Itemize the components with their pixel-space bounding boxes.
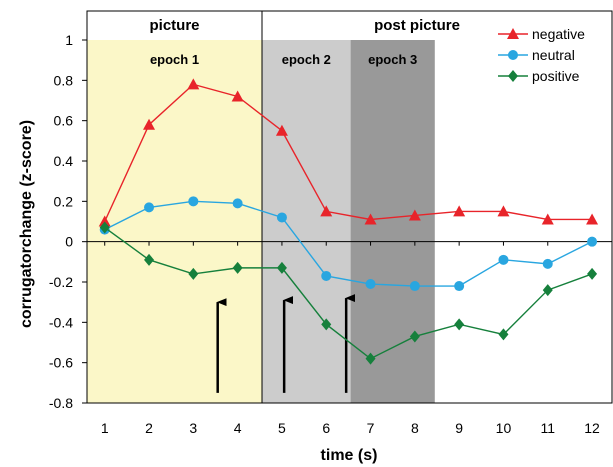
y-tick-label-3: -0.2 [49,274,73,290]
x-tick-label-5: 6 [322,420,330,436]
point-positive-10 [498,328,509,341]
point-neutral-10 [498,254,509,265]
point-positive-7 [365,352,376,365]
x-tick-label-2: 3 [189,420,197,436]
point-neutral-11 [542,258,553,269]
x-tick-label-3: 4 [234,420,242,436]
point-neutral-9 [454,281,465,292]
point-negative-1 [98,215,111,227]
y-tick-label-2: -0.4 [49,314,73,330]
legend: negative neutral positive [498,26,585,84]
point-positive-8 [409,330,420,343]
x-tick-label-4: 5 [278,420,286,436]
series-line-neutral [104,200,593,287]
legend-label-positive: positive [532,68,580,84]
point-neutral-5 [276,212,287,223]
y-tick-label-9: 1 [65,32,73,48]
point-negative-7 [364,213,377,225]
legend-marker-positive [508,70,518,82]
y-tick-label-4: 0 [65,234,73,250]
y-tick-label-6: 0.4 [54,153,74,169]
point-negative-9 [453,205,466,217]
point-negative-8 [408,209,421,221]
point-positive-11 [542,284,553,297]
point-negative-2 [143,118,156,130]
point-positive-12 [587,267,598,280]
point-neutral-4 [232,198,243,209]
point-neutral-12 [587,236,598,247]
series-lines [98,78,599,365]
phase-label-post-picture: post picture [374,17,460,34]
point-negative-5 [275,124,288,136]
point-negative-4 [231,90,244,102]
axes: -0.8-0.6-0.4-0.200.20.40.60.811 2 3 4 5 6 7 8 9 1… [49,32,612,436]
point-negative-10 [497,205,510,217]
epoch-label-2: epoch 2 [282,52,331,67]
phase-label-picture: picture [149,17,199,34]
point-positive-4 [232,261,243,274]
x-tick-label-11: 12 [584,420,600,436]
point-positive-1 [99,221,110,234]
x-tick-label-1: 2 [145,420,153,436]
point-positive-9 [454,318,465,331]
legend-label-neutral: neutral [532,47,575,63]
point-neutral-7 [365,279,376,290]
point-positive-5 [276,261,287,274]
legend-marker-neutral [508,50,518,60]
y-tick-label-5: 0.2 [54,193,74,209]
epoch-label-3: epoch 3 [368,52,417,67]
epoch-region-2 [262,40,351,403]
onset-arrows [216,294,356,393]
point-neutral-6 [321,270,332,281]
x-tick-label-6: 7 [367,420,375,436]
point-neutral-3 [188,196,199,207]
x-tick-label-8: 9 [455,420,463,436]
legend-marker-negative [507,28,519,39]
point-neutral-8 [409,281,420,292]
epoch-label-1: epoch 1 [150,52,199,67]
y-tick-label-7: 0.6 [54,113,74,129]
point-positive-3 [188,267,199,280]
point-positive-2 [144,253,155,266]
epoch-region-3 [350,40,435,403]
epoch-regions: epoch 1 epoch 2 epoch 3 [87,40,435,403]
series-line-positive [104,226,593,360]
y-axis-title: corrugatorchange (z-score) [18,120,35,328]
x-tick-label-0: 1 [101,420,109,436]
point-negative-11 [541,213,554,225]
y-tick-label-0: -0.8 [49,395,73,411]
point-neutral-2 [144,202,155,213]
point-negative-3 [187,78,200,90]
x-tick-label-7: 8 [411,420,419,436]
point-positive-6 [321,318,332,331]
point-negative-12 [586,213,599,225]
point-negative-6 [320,205,333,217]
x-tick-label-9: 10 [496,420,512,436]
x-axis-title: time (s) [321,447,378,464]
legend-label-negative: negative [532,26,585,42]
series-line-negative [104,83,593,222]
x-tick-label-10: 11 [540,420,555,436]
y-tick-label-8: 0.8 [54,72,74,88]
y-tick-label-1: -0.6 [49,355,73,371]
